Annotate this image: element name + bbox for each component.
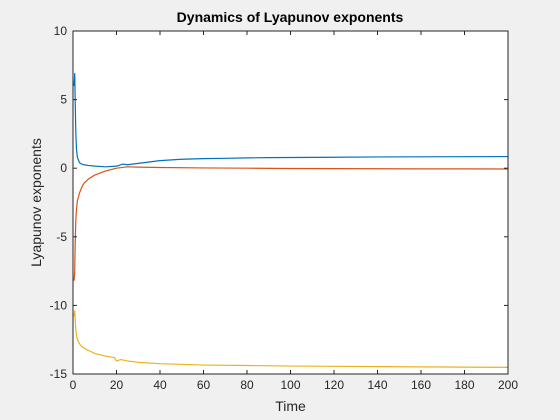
ticks-layer: 0 20 40 60 80 100 120 140 160 180 200 -15 -10 -5 0 5 10 (50, 24, 519, 392)
series-layer (73, 72, 509, 369)
y-tick-label: -5 (56, 230, 67, 244)
x-axis-label: Time (275, 398, 306, 414)
plot-area (73, 31, 508, 374)
x-tick-label: 40 (153, 378, 167, 392)
y-tick-label: 0 (60, 161, 67, 175)
series-line-1 (73, 72, 509, 168)
x-tick-label: 0 (70, 378, 77, 392)
y-tick-label: 5 (60, 93, 67, 107)
x-tick-label: 160 (411, 378, 431, 392)
y-tick-label: -15 (50, 367, 68, 381)
y-axis-label: Lyapunov exponents (28, 138, 44, 267)
x-tick-label: 20 (110, 378, 124, 392)
x-tick-label: 80 (240, 378, 254, 392)
axes-box (72, 30, 509, 375)
y-tick-label: 10 (54, 24, 68, 38)
series-line-2 (73, 166, 509, 281)
x-tick-label: 180 (454, 378, 474, 392)
x-tick-label: 100 (280, 378, 300, 392)
x-tick-label: 200 (498, 378, 518, 392)
chart-title: Dynamics of Lyapunov exponents (177, 9, 404, 25)
x-tick-label: 120 (324, 378, 344, 392)
y-tick-label: -10 (50, 298, 68, 312)
x-tick-label: 60 (197, 378, 211, 392)
series-line-3 (73, 310, 509, 369)
x-tick-label: 140 (367, 378, 387, 392)
